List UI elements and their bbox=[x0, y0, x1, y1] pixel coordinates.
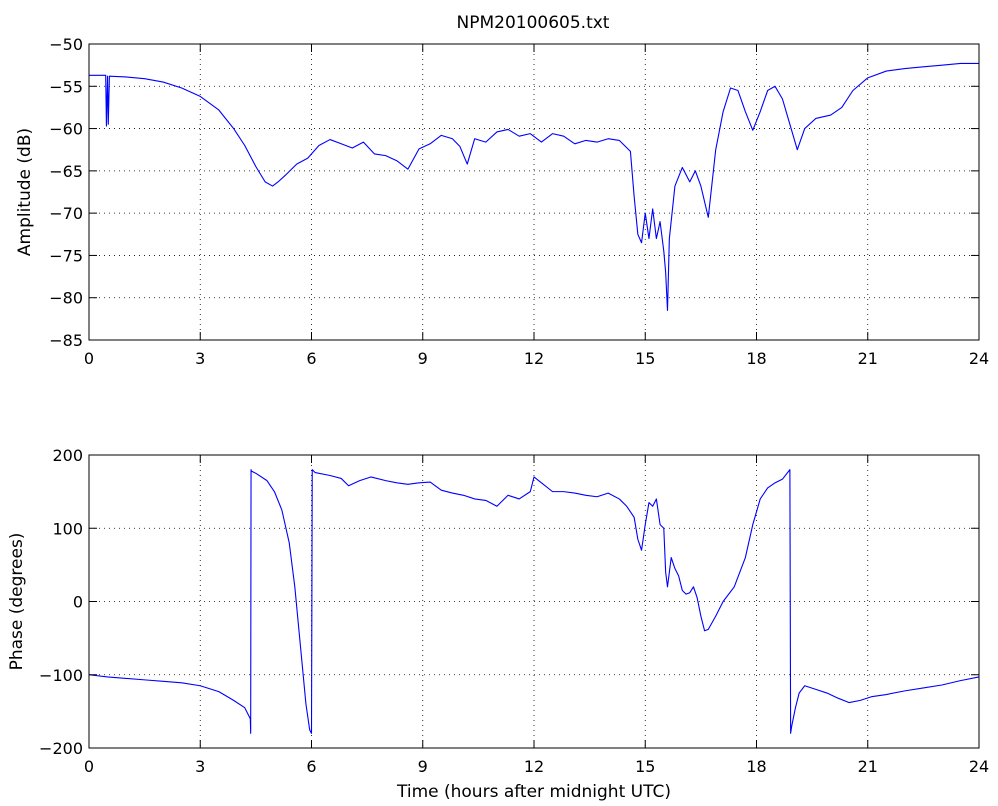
amplitude-y-tick-label: −50 bbox=[49, 35, 83, 54]
phase-x-tick-label: 6 bbox=[306, 757, 316, 776]
amplitude-x-tick-label: 15 bbox=[635, 349, 655, 368]
amplitude-y-tick-label: −60 bbox=[49, 120, 83, 139]
amplitude-panel: 0 3 6 9 12 15 18 21 24 −85 −80 −75 −70 −65 −60 −55 −50 Am… bbox=[15, 35, 989, 368]
amplitude-y-tick-label: −55 bbox=[49, 77, 83, 96]
phase-y-tick-label: 0 bbox=[73, 593, 83, 612]
amplitude-x-tick-label: 12 bbox=[524, 349, 544, 368]
amplitude-y-axis-title: Amplitude (dB) bbox=[15, 128, 35, 256]
phase-x-tick-label: 0 bbox=[84, 757, 94, 776]
amplitude-y-tick-label: −75 bbox=[49, 246, 83, 265]
amplitude-y-tick-label: −85 bbox=[49, 331, 83, 350]
phase-x-tick-label: 9 bbox=[418, 757, 428, 776]
amplitude-y-tick-label: −80 bbox=[49, 289, 83, 308]
phase-y-axis-title: Phase (degrees) bbox=[7, 533, 27, 671]
amplitude-x-tick-label: 9 bbox=[418, 349, 428, 368]
amplitude-x-tick-label: 6 bbox=[306, 349, 316, 368]
amplitude-x-tick-label: 18 bbox=[746, 349, 766, 368]
phase-y-tick-label: 200 bbox=[52, 446, 83, 465]
phase-y-tick-label: −200 bbox=[39, 739, 83, 758]
phase-x-tick-label: 24 bbox=[969, 757, 989, 776]
amplitude-x-tick-label: 0 bbox=[84, 349, 94, 368]
amplitude-x-tick-label: 3 bbox=[195, 349, 205, 368]
amplitude-series-line bbox=[89, 62, 979, 311]
amplitude-y-tick-label: −65 bbox=[49, 162, 83, 181]
phase-y-tick-label: −100 bbox=[39, 666, 83, 685]
amplitude-y-tick-label: −70 bbox=[49, 204, 83, 223]
chart-title: NPM20100605.txt bbox=[457, 13, 610, 33]
amplitude-x-tick-label: 24 bbox=[969, 349, 989, 368]
phase-y-tick-label: 100 bbox=[52, 519, 83, 538]
phase-x-tick-label: 3 bbox=[195, 757, 205, 776]
phase-x-tick-label: 21 bbox=[858, 757, 878, 776]
phase-x-tick-label: 18 bbox=[746, 757, 766, 776]
phase-panel: 0 3 6 9 12 15 18 21 24 −200 −100 0 100 200 Phase (degr… bbox=[7, 446, 989, 802]
phase-x-tick-label: 15 bbox=[635, 757, 655, 776]
phase-x-axis-title: Time (hours after midnight UTC) bbox=[396, 782, 671, 802]
amplitude-x-tick-label: 21 bbox=[858, 349, 878, 368]
phase-series-line bbox=[88, 469, 980, 734]
phase-x-tick-label: 12 bbox=[524, 757, 544, 776]
